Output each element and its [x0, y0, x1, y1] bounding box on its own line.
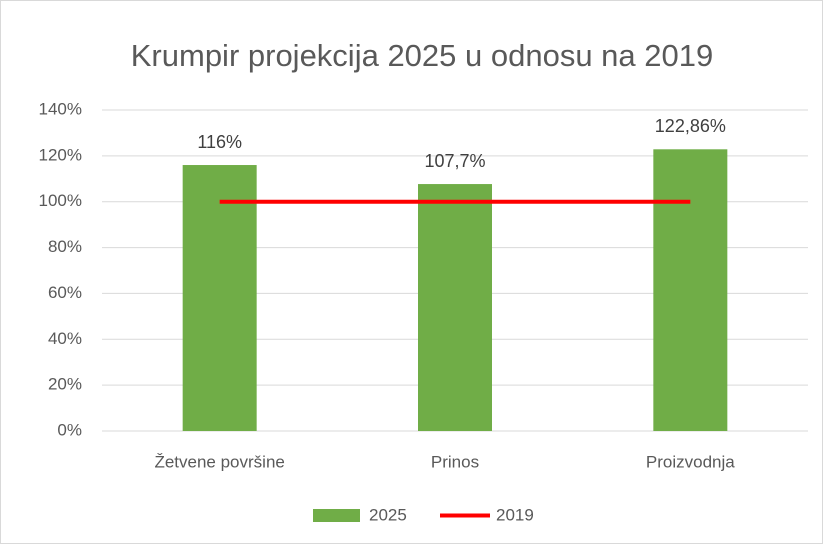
- chart-title: Krumpir projekcija 2025 u odnosu na 2019: [131, 38, 714, 73]
- bar: [418, 184, 492, 431]
- bar: [182, 165, 257, 431]
- y-tick-label: 60%: [48, 283, 82, 302]
- x-tick-label: Prinos: [431, 452, 479, 471]
- y-tick-label: 20%: [48, 375, 82, 394]
- data-label: 122,86%: [655, 116, 726, 136]
- legend-swatch: [313, 509, 360, 522]
- legend-label: 2019: [496, 505, 534, 524]
- bar: [653, 149, 728, 432]
- legend-label: 2025: [369, 505, 407, 524]
- data-label: 107,7%: [424, 151, 485, 171]
- y-tick-label: 120%: [39, 145, 82, 164]
- x-tick-label: Žetvene površine: [154, 452, 284, 471]
- y-tick-label: 100%: [39, 191, 82, 210]
- data-label: 116%: [197, 132, 242, 152]
- y-tick-label: 0%: [57, 420, 82, 439]
- y-tick-label: 80%: [48, 237, 82, 256]
- x-tick-label: Proizvodnja: [646, 452, 735, 471]
- y-tick-label: 40%: [48, 329, 82, 348]
- y-tick-label: 140%: [39, 99, 82, 118]
